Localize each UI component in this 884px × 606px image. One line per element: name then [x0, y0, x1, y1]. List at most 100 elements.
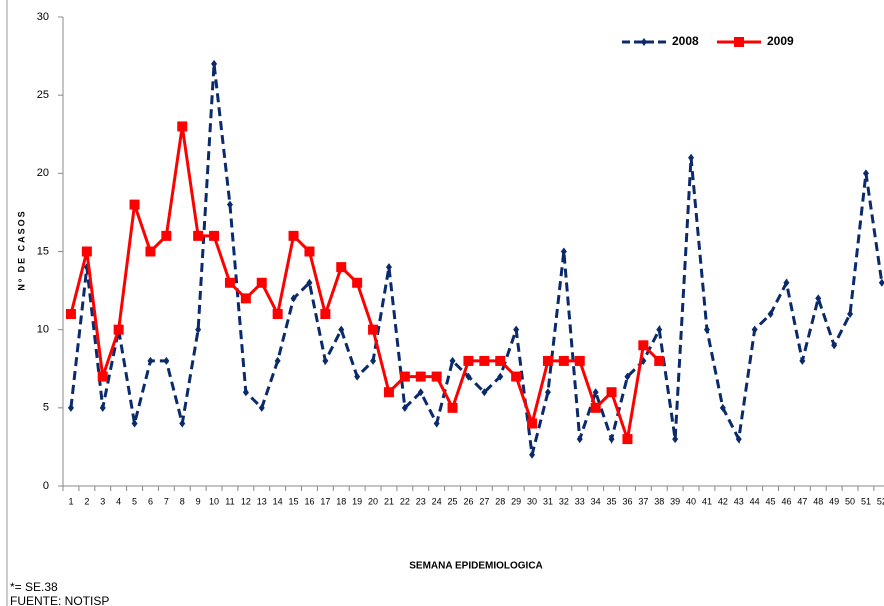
x-axis-label: SEMANA EPIDEMIOLOGICA — [409, 561, 543, 572]
marker — [288, 230, 299, 241]
y-tick-label: 5 — [43, 402, 49, 414]
marker — [862, 169, 869, 178]
x-tick-label: 52 — [877, 496, 884, 506]
marker — [592, 388, 599, 397]
marker — [513, 325, 520, 334]
marker — [481, 388, 488, 397]
marker — [831, 341, 838, 350]
marker — [65, 309, 76, 320]
x-tick-label: 30 — [527, 496, 537, 506]
marker — [479, 355, 490, 366]
marker — [272, 309, 283, 320]
x-tick-label: 35 — [607, 496, 617, 506]
x-tick-label: 25 — [448, 496, 458, 506]
series-line — [69, 126, 661, 440]
marker — [608, 435, 615, 444]
x-tick-label: 4 — [116, 496, 121, 506]
x-tick-label: 9 — [196, 496, 201, 506]
marker — [306, 278, 313, 287]
x-tick-label: 46 — [781, 496, 791, 506]
legend-label: 2008 — [672, 34, 699, 48]
x-tick-label: 20 — [368, 496, 378, 506]
x-tick-label: 49 — [829, 496, 839, 506]
x-tick-label: 28 — [495, 496, 505, 506]
marker — [558, 355, 569, 366]
marker — [688, 153, 695, 162]
marker — [240, 293, 251, 304]
y-tick-label: 0 — [43, 480, 49, 492]
marker — [401, 403, 408, 412]
x-tick-label: 40 — [686, 496, 696, 506]
x-tick-label: 32 — [559, 496, 569, 506]
x-tick-label: 43 — [734, 496, 744, 506]
marker — [179, 419, 186, 428]
marker — [606, 387, 617, 398]
legend-marker — [734, 37, 744, 47]
marker — [354, 372, 361, 381]
x-tick-label: 39 — [670, 496, 680, 506]
x-tick-label: 41 — [702, 496, 712, 506]
x-tick-label: 14 — [273, 496, 283, 506]
marker — [399, 371, 410, 382]
x-tick-label: 29 — [511, 496, 521, 506]
marker — [113, 324, 124, 335]
marker — [177, 121, 188, 132]
marker — [256, 277, 267, 288]
marker — [560, 247, 567, 256]
marker — [258, 403, 265, 412]
x-tick-label: 16 — [304, 496, 314, 506]
marker — [815, 294, 822, 303]
marker — [67, 403, 74, 412]
x-tick-label: 48 — [813, 496, 823, 506]
x-tick-label: 2 — [84, 496, 89, 506]
marker — [465, 372, 472, 381]
x-tick-label: 18 — [336, 496, 346, 506]
x-tick-label: 45 — [766, 496, 776, 506]
marker — [290, 294, 297, 303]
x-tick-label: 42 — [718, 496, 728, 506]
marker — [719, 403, 726, 412]
x-tick-label: 31 — [543, 496, 553, 506]
marker — [211, 59, 218, 68]
marker — [576, 435, 583, 444]
y-axis-label: Nº DE CASOS — [16, 209, 26, 290]
marker — [735, 435, 742, 444]
marker — [672, 435, 679, 444]
marker — [574, 355, 585, 366]
marker — [370, 356, 377, 365]
x-tick-label: 6 — [148, 496, 153, 506]
marker — [161, 230, 172, 241]
x-tick-label: 24 — [432, 496, 442, 506]
x-tick-label: 21 — [384, 496, 394, 506]
series-line — [69, 63, 884, 456]
marker — [751, 325, 758, 334]
marker — [703, 325, 710, 334]
x-tick-label: 7 — [164, 496, 169, 506]
x-tick-label: 15 — [289, 496, 299, 506]
marker — [656, 325, 663, 334]
marker — [463, 355, 474, 366]
x-tick-label: 12 — [241, 496, 251, 506]
x-tick-label: 17 — [320, 496, 330, 506]
marker — [847, 310, 854, 319]
y-tick-label: 10 — [37, 324, 49, 336]
y-tick-label: 30 — [37, 11, 49, 23]
x-tick-label: 23 — [416, 496, 426, 506]
x-tick-label: 33 — [575, 496, 585, 506]
y-tick-label: 25 — [37, 89, 49, 101]
marker — [511, 371, 522, 382]
marker — [624, 372, 631, 381]
note: *= SE.38 — [10, 580, 58, 594]
marker — [447, 402, 458, 413]
x-tick-label: 38 — [654, 496, 664, 506]
marker — [415, 371, 426, 382]
marker — [799, 356, 806, 365]
x-tick-label: 34 — [591, 496, 601, 506]
marker — [224, 277, 235, 288]
marker — [590, 402, 601, 413]
marker — [99, 403, 106, 412]
x-tick-label: 27 — [479, 496, 489, 506]
marker — [131, 419, 138, 428]
marker — [497, 372, 504, 381]
